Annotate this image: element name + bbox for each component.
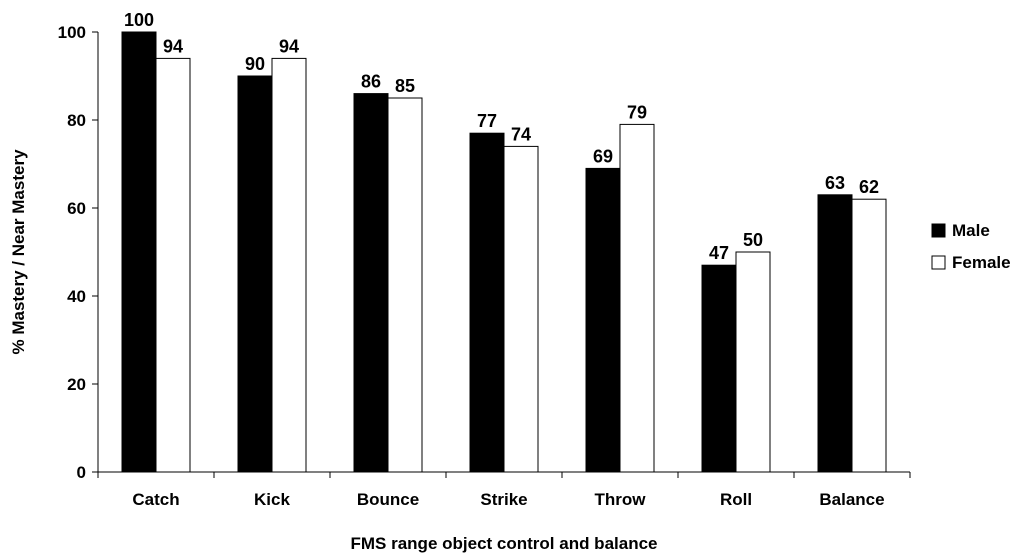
- x-axis-ticks: Catch Kick Bounce Strike Throw Roll Balance: [97, 472, 911, 509]
- data-label-female-bounce: 85: [395, 76, 415, 96]
- bar-male-balance: [817, 194, 853, 473]
- legend-swatch-female: [931, 255, 946, 270]
- bar-female-throw: [619, 123, 655, 473]
- bar-female-balance: [851, 198, 887, 473]
- data-label-male-kick: 90: [245, 54, 265, 74]
- data-label-female-kick: 94: [279, 36, 299, 56]
- y-tick-label-40: 40: [67, 287, 86, 306]
- legend-label-female: Female: [952, 253, 1011, 272]
- y-tick-label-80: 80: [67, 111, 86, 130]
- bar-male-throw: [585, 167, 621, 473]
- bars: [121, 31, 887, 473]
- bar-male-kick: [237, 75, 273, 473]
- x-tick-label-catch: Catch: [132, 490, 179, 509]
- bar-female-bounce: [387, 97, 423, 473]
- x-tick-label-strike: Strike: [480, 490, 527, 509]
- data-label-male-roll: 47: [709, 243, 729, 263]
- bar-male-strike: [469, 132, 505, 473]
- data-label-male-balance: 63: [825, 173, 845, 193]
- y-tick-label-100: 100: [58, 23, 86, 42]
- data-label-female-roll: 50: [743, 230, 763, 250]
- bar-female-strike: [503, 145, 539, 473]
- bar-female-roll: [735, 251, 771, 473]
- bar-female-kick: [271, 57, 307, 473]
- data-label-male-throw: 69: [593, 146, 613, 166]
- data-label-male-strike: 77: [477, 111, 497, 131]
- x-tick-label-kick: Kick: [254, 490, 290, 509]
- x-tick-label-balance: Balance: [819, 490, 884, 509]
- bar-male-roll: [701, 264, 737, 473]
- x-axis-title: FMS range object control and balance: [351, 534, 658, 553]
- data-label-female-balance: 62: [859, 177, 879, 197]
- bar-male-catch: [121, 31, 157, 473]
- y-tick-label-60: 60: [67, 199, 86, 218]
- data-label-female-throw: 79: [627, 102, 647, 122]
- legend: Male Female: [931, 221, 1011, 272]
- data-labels: 100 90 86 77 69 47 63 94 94 85 74 79 50 62: [124, 10, 879, 263]
- x-tick-label-bounce: Bounce: [357, 490, 419, 509]
- x-tick-label-roll: Roll: [720, 490, 752, 509]
- data-label-female-strike: 74: [511, 124, 531, 144]
- y-tick-label-20: 20: [67, 375, 86, 394]
- data-label-female-catch: 94: [163, 36, 183, 56]
- data-label-male-catch: 100: [124, 10, 154, 30]
- y-axis-title: % Mastery / Near Mastery: [9, 149, 28, 355]
- y-axis-ticks: 0 20 40 60 80 100: [58, 23, 98, 482]
- legend-label-male: Male: [952, 221, 990, 240]
- x-tick-label-throw: Throw: [595, 490, 647, 509]
- y-tick-label-0: 0: [77, 463, 86, 482]
- bar-female-catch: [155, 57, 191, 473]
- legend-swatch-male: [931, 223, 946, 238]
- bar-male-bounce: [353, 93, 389, 473]
- data-label-male-bounce: 86: [361, 72, 381, 92]
